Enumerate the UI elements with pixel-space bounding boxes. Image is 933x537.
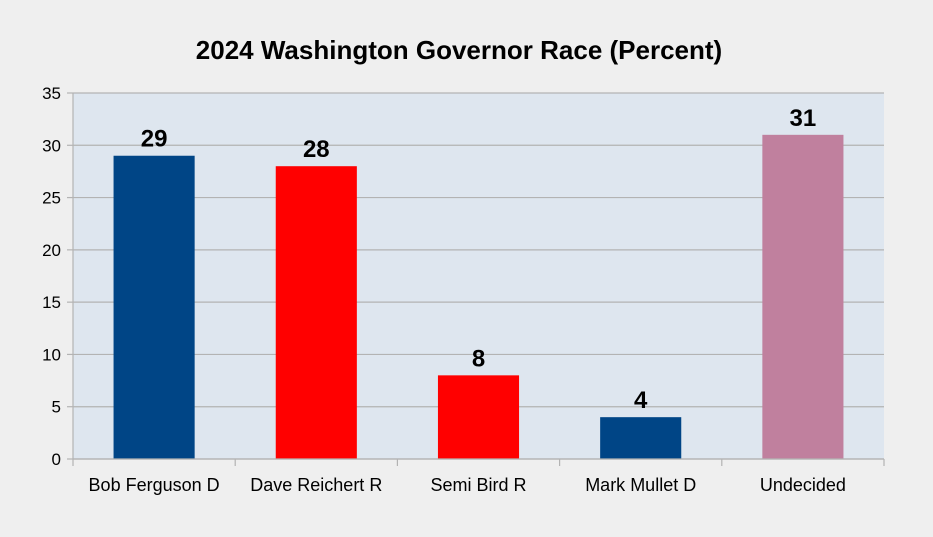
data-label: 29	[141, 126, 168, 153]
labels: 0 5 10 15 20 25 30 35 29 Bob Ferguson D 28 Dave Rei…	[42, 84, 846, 495]
bar-mark-mullet-d	[600, 417, 682, 459]
x-category-label: Semi Bird R	[430, 475, 526, 495]
y-tick-label: 5	[52, 398, 61, 417]
data-label: 31	[790, 105, 817, 132]
x-category-label: Bob Ferguson D	[89, 475, 220, 495]
y-tick-label: 35	[42, 84, 61, 103]
axes	[67, 92, 885, 466]
y-tick-label: 30	[42, 136, 61, 155]
x-category-label: Dave Reichert R	[250, 475, 382, 495]
y-tick-label: 15	[42, 293, 61, 312]
data-label: 4	[634, 387, 648, 414]
bar-semi-bird-r	[437, 375, 520, 459]
y-tick-label: 10	[42, 345, 61, 364]
y-tick-label: 20	[42, 241, 61, 260]
data-label: 28	[303, 136, 330, 163]
x-category-label: Mark Mullet D	[585, 475, 696, 495]
data-label: 8	[472, 345, 485, 372]
y-tick-label: 0	[52, 450, 61, 469]
chart-title: 2024 Washington Governor Race (Percent)	[196, 35, 722, 65]
y-tick-label: 25	[42, 189, 61, 208]
x-category-label: Undecided	[760, 475, 846, 495]
bar-bob-ferguson-d	[113, 155, 195, 459]
bar-dave-reichert-r	[275, 166, 357, 459]
bars	[113, 134, 844, 460]
bar-undecided	[762, 134, 844, 460]
